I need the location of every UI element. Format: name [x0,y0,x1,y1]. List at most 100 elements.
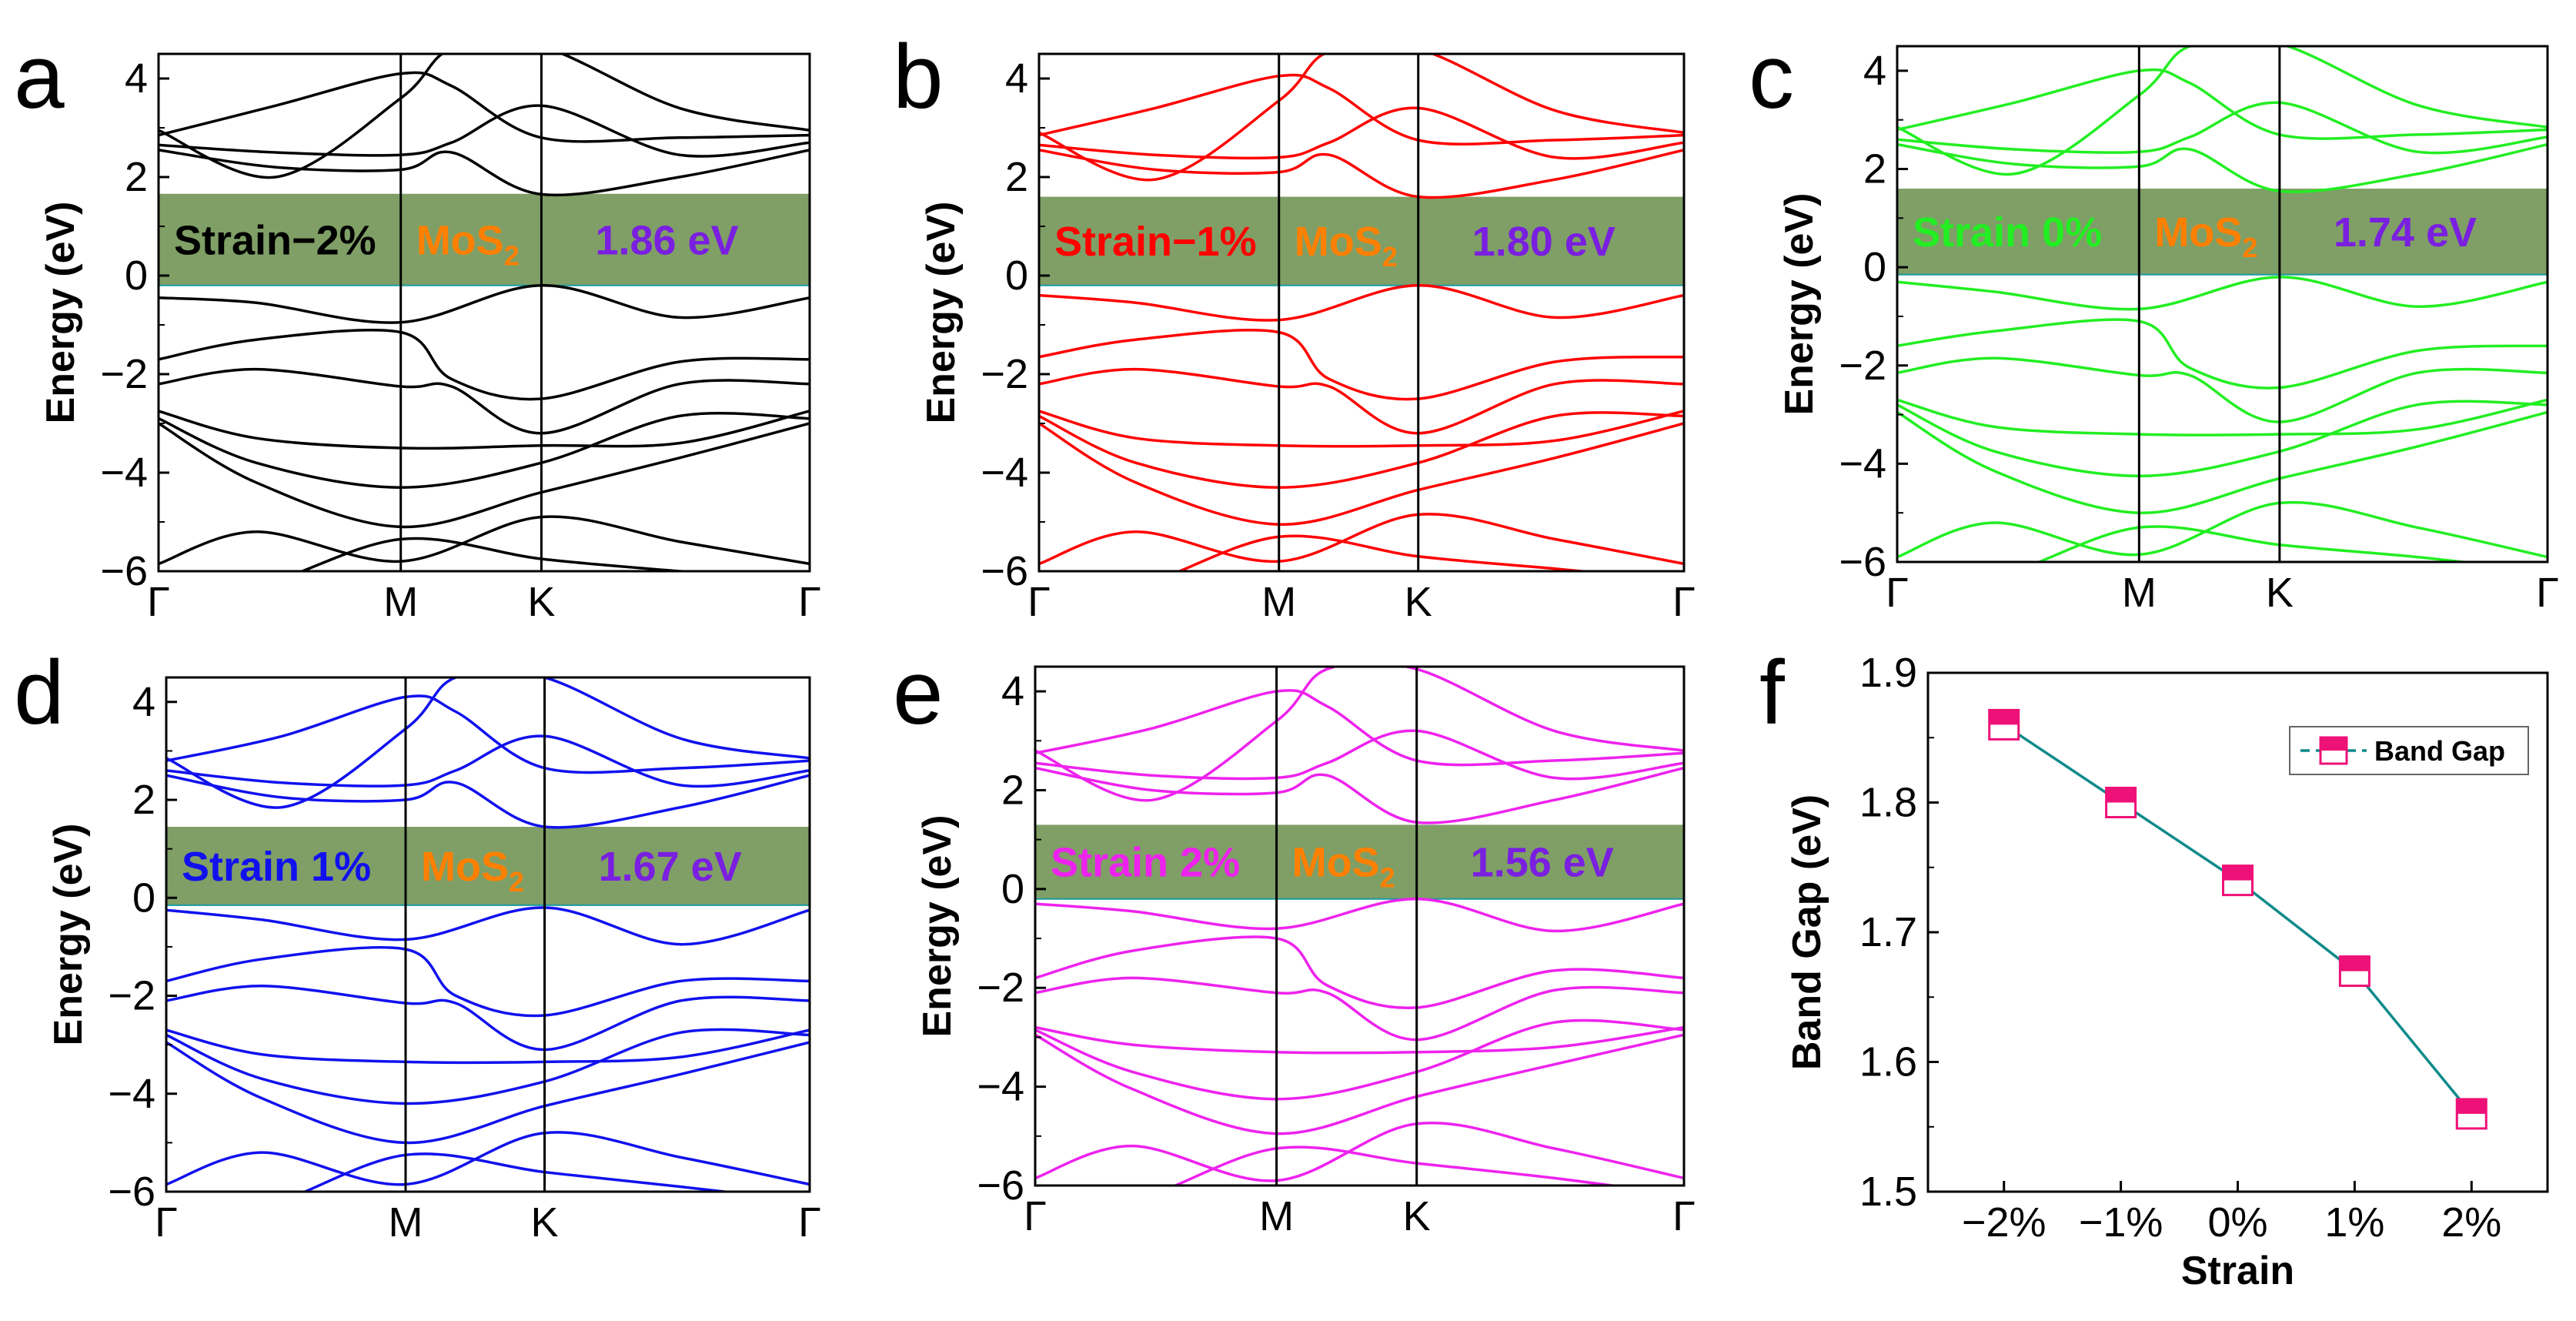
panel-f: f 1.5 1.6 1.7 1.8 1.9 −2% −1% 0% 1% 2% Strain Band G… [1759,642,2549,1293]
y-tick-label: 4 [1863,48,1886,94]
y-tick-label: −6 [108,1169,155,1215]
x-tick-label: K [531,1199,559,1246]
band-val-1 [1035,897,1684,933]
x-tick-label: Γ [1024,1193,1047,1239]
y-tick-label: −6 [100,548,148,594]
x-tick-label: Γ [1027,579,1051,625]
band-cond-3 [1039,73,1684,145]
band-val-7 [1039,513,1684,566]
x-tick-label: Γ [147,579,170,625]
legend-marker-fill [2320,737,2347,751]
band-val-4 [1039,410,1684,448]
y-tick-label: −6 [981,548,1028,594]
y-tick-label: 0 [1001,866,1024,912]
band-val-5 [166,1028,810,1105]
y-tick-label: 4 [1005,55,1028,102]
panel-c: c Strain 0% MoS2 1.74 eV −6 −4 −2 0 2 4 Γ M K Γ Energy… [1749,26,2559,616]
strain-label: Strain−2% [174,217,376,263]
band-cond-4 [1897,46,2548,176]
panel-e: e Strain 2% MoS2 1.56 eV −6 −4 −2 0 2 4 Γ M K Γ Energy… [893,642,1696,1239]
band-val-8 [2035,525,2475,562]
x-tick-label: 2% [2441,1199,2501,1246]
data-marker-fill [1989,710,2019,725]
band-cond-1 [159,104,810,158]
plot-frame [1034,665,1686,1187]
material-label: MoS2 [1292,840,1395,894]
material-label: MoS2 [416,217,520,271]
x-tick-label: Γ [798,579,821,625]
band-val-7 [166,1131,810,1186]
band-cond-3 [166,694,810,774]
data-point [2105,787,2137,818]
x-tick-label: K [1405,579,1432,625]
band-val-8 [1171,1145,1622,1186]
band-gap-region [1897,189,2548,275]
x-tick-label: M [2122,570,2157,616]
bands [1897,46,2548,562]
legend: Band Gap [2289,726,2529,775]
band-val-7 [159,515,810,566]
bands [1039,54,1684,571]
y-tick-label: −6 [1839,539,1886,585]
band-val-3 [1039,367,1684,435]
strain-label: Strain 1% [182,844,371,890]
y-tick-label: 0 [1005,252,1028,299]
x-tick-label: Γ [1886,570,1909,616]
band-cond-3 [1035,689,1684,767]
band-gap-region [1035,824,1684,899]
band-val-5 [1035,1018,1684,1101]
plot-frame [1037,52,1686,573]
band-cond-2 [166,774,810,829]
y-tick-label: 2 [1005,154,1028,200]
panel-letter: f [1759,642,1785,744]
y-tick-label: 1.9 [1859,650,1917,696]
bands [1035,667,1684,1186]
x-tick-label: Γ [798,1199,821,1246]
y-tick-label: 0 [125,252,148,299]
x-tick-label: M [388,1199,423,1246]
y-tick-label: −4 [981,450,1028,496]
band-cond-1 [166,734,810,788]
y-tick-label: 0 [1863,244,1886,290]
band-gap-region [166,827,810,905]
y-axis-title: Energy (eV) [919,202,964,424]
band-val-2 [1035,935,1684,1010]
panel-b: b Strain−1% MoS2 1.80 eV −6 −4 −2 0 2 4 Γ M K Γ Energy… [893,26,1696,625]
band-cond-1 [1035,729,1684,781]
material-label: MoS2 [1295,219,1398,273]
x-tick-label: −2% [1962,1199,2046,1246]
y-tick-label: −6 [977,1162,1024,1209]
y-tick-label: −4 [108,1071,155,1117]
x-tick-label: Γ [1672,579,1696,625]
y-tick-label: 2 [1001,767,1024,813]
band-val-2 [159,328,810,401]
data-point [2338,955,2371,988]
y-tick-label: 2 [1863,146,1886,192]
band-gap-line [2003,723,2473,1115]
band-val-6 [1897,410,2548,514]
y-axis-title: Energy (eV) [38,202,83,424]
band-val-8 [1176,534,1596,571]
band-val-3 [159,367,810,435]
y-tick-label: 4 [1001,668,1024,714]
x-tick-label: K [527,579,555,625]
band-gap-region [159,193,810,286]
band-val-1 [166,906,810,946]
y-tick-label: 1.8 [1859,780,1917,826]
data-point [2222,865,2254,897]
panel-letter: c [1749,26,1794,128]
band-cond-2 [1035,766,1684,824]
strain-label: Strain 2% [1051,840,1240,886]
band-val-1 [1897,276,2548,311]
band-cond-4 [1039,54,1684,182]
x-tick-label: Γ [2536,570,2559,616]
band-val-6 [159,422,810,529]
data-marker-fill [2106,788,2136,803]
data-point [1988,708,2020,741]
x-tick-label: M [383,579,418,625]
bands [166,677,810,1192]
data-point [2455,1098,2487,1130]
y-axis-title: Energy (eV) [46,824,91,1046]
band-val-3 [1897,356,2548,423]
x-tick-label: M [1259,1193,1294,1239]
